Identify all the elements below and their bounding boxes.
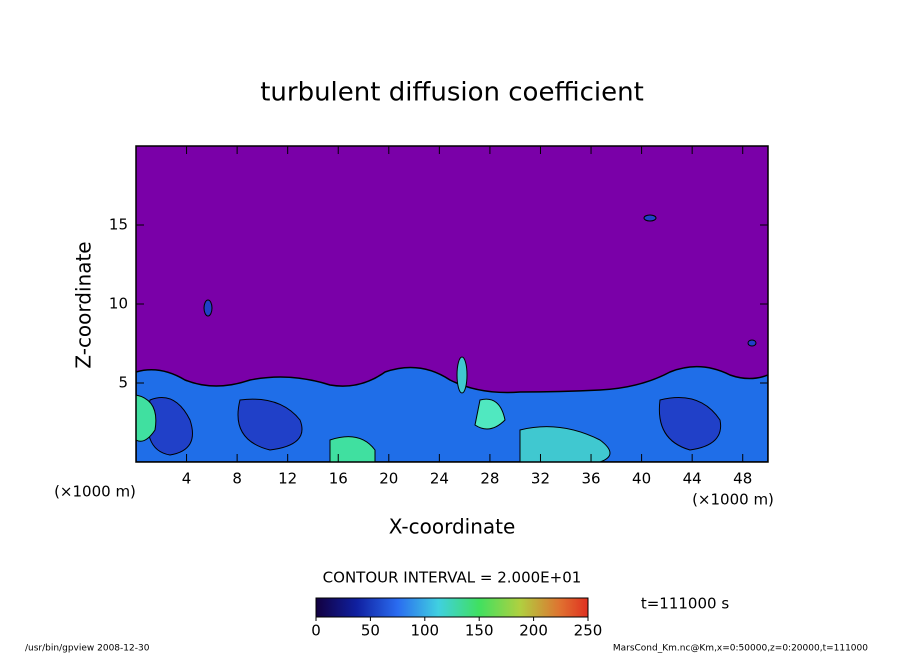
x-tick-label: 48: [733, 470, 752, 488]
x-tick-label: 40: [632, 470, 651, 488]
x-unit-label: (×1000 m): [54, 483, 136, 501]
x-tick-label: 28: [480, 470, 499, 488]
y-tick-label: 5: [118, 374, 128, 392]
contour-interval: CONTOUR INTERVAL = 2.000E+01: [323, 569, 582, 587]
colorbar-tick-label: 0: [311, 622, 321, 640]
contour-field: [136, 146, 768, 462]
colorbar-tick-label: 150: [465, 622, 494, 640]
x-tick-label: 12: [278, 470, 297, 488]
x-tick-label: 36: [581, 470, 600, 488]
chart-title: turbulent diffusion coefficient: [260, 78, 644, 108]
x-tick-label: 4: [182, 470, 192, 488]
colorbar-tick-label: 100: [410, 622, 439, 640]
x-tick-label: 44: [683, 470, 702, 488]
y-tick-label: 15: [109, 216, 128, 234]
time-label: t=111000 s: [641, 595, 729, 613]
footer-left: /usr/bin/gpview 2008-12-30: [25, 644, 150, 654]
x-unit-label: (×1000 m): [692, 491, 774, 509]
colorbar-tick-label: 250: [574, 622, 603, 640]
x-tick-label: 32: [531, 470, 550, 488]
y-axis-label: Z-coordinate: [72, 241, 96, 368]
y-tick-label: 10: [109, 295, 128, 313]
x-tick-label: 20: [379, 470, 398, 488]
footer-right: MarsCond_Km.nc@Km,x=0:50000,z=0:20000,t=…: [613, 644, 868, 654]
x-tick-label: 16: [329, 470, 348, 488]
x-tick-label: 24: [430, 470, 449, 488]
colorbar-tick-label: 200: [519, 622, 548, 640]
x-axis-label: X-coordinate: [389, 515, 516, 539]
colorbar: [315, 597, 589, 618]
colorbar-tick-label: 50: [361, 622, 380, 640]
x-tick-label: 8: [232, 470, 242, 488]
